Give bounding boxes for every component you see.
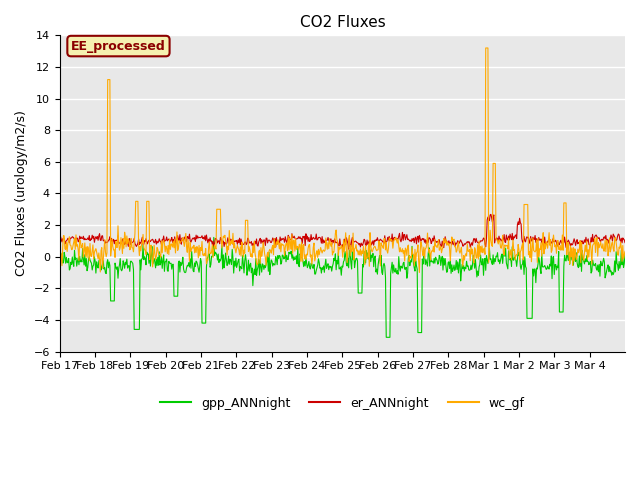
Title: CO2 Fluxes: CO2 Fluxes xyxy=(300,15,385,30)
wc_gf xyxy=(621,249,629,254)
er_ANNnight xyxy=(621,240,629,245)
er_ANNnight xyxy=(122,241,130,247)
Line: er_ANNnight: er_ANNnight xyxy=(60,215,625,249)
er_ANNnight xyxy=(254,243,262,249)
er_ANNnight xyxy=(487,212,495,217)
gpp_ANNnight xyxy=(56,257,63,263)
wc_gf xyxy=(254,261,262,266)
wc_gf xyxy=(433,245,441,251)
gpp_ANNnight xyxy=(276,253,284,259)
wc_gf xyxy=(482,45,490,51)
Text: EE_processed: EE_processed xyxy=(71,39,166,53)
er_ANNnight xyxy=(433,239,441,244)
Line: gpp_ANNnight: gpp_ANNnight xyxy=(60,238,625,337)
er_ANNnight xyxy=(276,240,284,246)
wc_gf xyxy=(276,246,284,252)
Y-axis label: CO2 Fluxes (urology/m2/s): CO2 Fluxes (urology/m2/s) xyxy=(15,110,28,276)
gpp_ANNnight xyxy=(255,256,262,262)
wc_gf xyxy=(56,243,63,249)
Legend: gpp_ANNnight, er_ANNnight, wc_gf: gpp_ANNnight, er_ANNnight, wc_gf xyxy=(155,392,530,415)
er_ANNnight xyxy=(401,237,409,243)
er_ANNnight xyxy=(56,240,63,245)
gpp_ANNnight xyxy=(434,261,442,267)
gpp_ANNnight xyxy=(403,264,410,270)
gpp_ANNnight xyxy=(382,335,390,340)
er_ANNnight xyxy=(226,238,234,244)
gpp_ANNnight xyxy=(210,235,218,240)
wc_gf xyxy=(401,258,408,264)
wc_gf xyxy=(415,270,423,276)
wc_gf xyxy=(226,242,234,248)
gpp_ANNnight xyxy=(227,258,235,264)
Line: wc_gf: wc_gf xyxy=(60,48,625,273)
er_ANNnight xyxy=(345,246,353,252)
wc_gf xyxy=(122,244,130,250)
gpp_ANNnight xyxy=(122,262,130,267)
gpp_ANNnight xyxy=(621,251,629,256)
